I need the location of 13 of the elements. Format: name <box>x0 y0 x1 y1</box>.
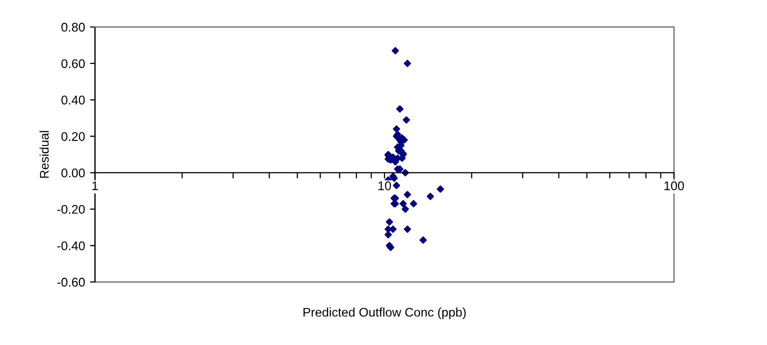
y-tick-label: 0.60 <box>61 59 85 68</box>
y-tick-label: -0.40 <box>57 241 85 250</box>
y-tick-label: 0.40 <box>61 96 85 105</box>
y-tick-label: 0.20 <box>61 132 85 141</box>
x-tick-label: 10 <box>378 181 391 190</box>
y-tick-label: 0.00 <box>61 168 85 178</box>
x-tick-label: 100 <box>664 181 684 190</box>
x-axis-title: Predicted Outflow Conc (ppb) <box>304 308 466 320</box>
y-axis-title: Residual <box>40 131 49 178</box>
x-tick-label: 1 <box>92 182 98 190</box>
y-tick-label: -0.60 <box>57 278 85 287</box>
y-tick-label: 0.80 <box>61 22 85 32</box>
y-tick-label: -0.20 <box>57 204 85 214</box>
